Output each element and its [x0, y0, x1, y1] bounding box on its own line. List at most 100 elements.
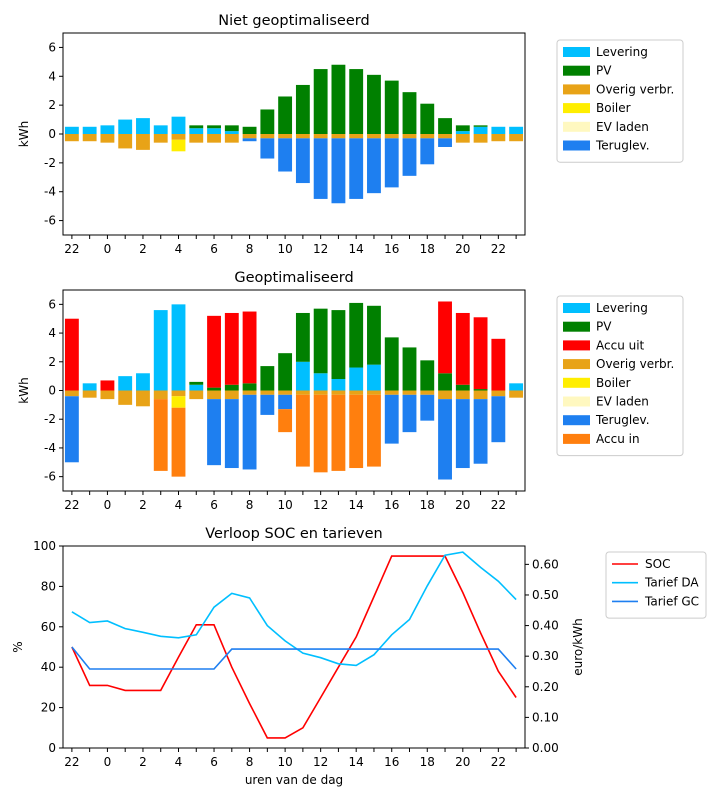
- bar-overig-verbr--24: [491, 390, 506, 397]
- x-tick-label: 20: [455, 755, 470, 769]
- bar-overig-verbr--10: [242, 390, 257, 395]
- bar-overig-verbr--25: [509, 390, 524, 398]
- y-tick-label: 4: [48, 69, 56, 83]
- bar-overig-verbr--21: [438, 390, 452, 400]
- bar-levering-6: [171, 116, 186, 134]
- x-tick-label: 10: [277, 242, 292, 256]
- axes-frame: [62, 32, 526, 236]
- bar-levering-0: [64, 126, 79, 134]
- axes-frame: [62, 289, 526, 492]
- legend-label: Boiler: [596, 101, 631, 115]
- x-tick-label: 2: [139, 755, 147, 769]
- legend-label: Overig verbr.: [596, 357, 674, 371]
- bar-levering-9: [224, 131, 239, 134]
- x-tick-label: 2: [139, 242, 147, 256]
- x-tick-label: 6: [210, 755, 218, 769]
- bar-boiler-6: [171, 139, 186, 152]
- bar-overig-verbr--3: [118, 390, 133, 405]
- bar-levering-3: [118, 119, 133, 134]
- bar-levering-4: [136, 373, 150, 391]
- bar-levering-17: [367, 364, 381, 391]
- bar-overig-verbr--22: [455, 390, 470, 400]
- bar-accu-uit-22: [455, 312, 470, 385]
- bar-overig-verbr--17: [367, 390, 381, 395]
- y-tick-label: 100: [33, 539, 56, 553]
- x-tick-label: 14: [349, 498, 364, 512]
- bar-pv-22: [455, 384, 470, 391]
- bar-overig-verbr--7: [189, 390, 204, 400]
- bar-overig-verbr--2: [100, 390, 115, 400]
- bar-pv-7: [189, 125, 204, 129]
- bar-overig-verbr--18: [384, 134, 399, 139]
- bar-teruglev--13: [295, 138, 310, 184]
- y-tick-label: -4: [44, 185, 56, 199]
- y-tick-label: 80: [41, 579, 56, 593]
- bar-pv-13: [295, 84, 310, 134]
- bar-accu-in-17: [367, 394, 381, 467]
- x-tick-label: 6: [210, 242, 218, 256]
- bar-levering-1: [82, 126, 97, 134]
- bar-levering-25: [509, 383, 524, 391]
- bar-pv-11: [260, 366, 275, 391]
- bar-accu-in-13: [295, 394, 310, 467]
- bar-overig-verbr--6: [171, 390, 186, 397]
- line-tarief-gc: [71, 646, 517, 670]
- bar-pv-21: [438, 373, 452, 391]
- bar-pv-21: [438, 118, 452, 134]
- bar-pv-14: [313, 308, 328, 374]
- legend-swatch: [563, 121, 590, 132]
- bar-overig-verbr--19: [402, 134, 417, 139]
- legend-label: EV laden: [596, 395, 649, 409]
- bar-overig-verbr--18: [384, 390, 399, 395]
- legend-label: SOC: [645, 557, 670, 571]
- legend-label: PV: [596, 320, 612, 334]
- x-tick-label: 4: [175, 242, 183, 256]
- bar-levering-7: [189, 384, 204, 391]
- bar-levering-3: [118, 376, 133, 391]
- bar-levering-2: [100, 125, 115, 134]
- bar-overig-verbr--9: [224, 134, 239, 143]
- legend-label: Overig verbr.: [596, 82, 674, 96]
- legend-swatch: [563, 415, 590, 426]
- y-right-tick-label: 0.60: [532, 557, 559, 571]
- legend-swatch: [563, 303, 590, 313]
- bar-pv-12: [278, 353, 293, 391]
- y-right-tick-label: 0.40: [532, 619, 559, 633]
- bar-pv-15: [331, 310, 346, 380]
- bar-levering-1: [82, 383, 97, 391]
- bar-overig-verbr--0: [64, 390, 79, 397]
- bar-levering-5: [153, 310, 168, 391]
- bar-overig-verbr--24: [491, 134, 506, 142]
- y-right-tick-label: 0.20: [532, 680, 559, 694]
- bar-teruglev--23: [473, 399, 488, 464]
- bar-pv-8: [207, 125, 221, 129]
- x-tick-label: 8: [246, 755, 254, 769]
- bar-pv-11: [260, 109, 275, 134]
- bar-teruglev--21: [438, 138, 452, 147]
- bar-levering-5: [153, 125, 168, 134]
- bar-teruglev--12: [278, 394, 293, 410]
- legend-label: Tarief DA: [644, 576, 699, 590]
- bar-accu-uit-2: [100, 380, 115, 391]
- chart-title: Geoptimaliseerd: [234, 270, 353, 286]
- bar-teruglev--9: [224, 399, 239, 469]
- legend-label: Tarief GC: [644, 594, 699, 608]
- y-axis-label: kWh: [17, 377, 31, 403]
- bar-overig-verbr--0: [64, 134, 79, 142]
- x-tick-label: 12: [313, 755, 328, 769]
- bar-teruglev--10: [242, 138, 257, 142]
- legend-swatch: [563, 396, 590, 407]
- bar-pv-15: [331, 64, 346, 134]
- bar-accu-uit-9: [224, 312, 239, 385]
- bar-pv-18: [384, 80, 399, 134]
- bar-accu-in-12: [278, 409, 293, 433]
- y-tick-label: 60: [41, 620, 56, 634]
- bar-pv-22: [455, 125, 470, 132]
- bar-accu-uit-0: [64, 318, 79, 391]
- bar-teruglev--16: [349, 138, 364, 199]
- y-right-axis-label: euro/kWh: [571, 618, 585, 675]
- x-tick-label: 22: [491, 498, 506, 512]
- x-tick-label: 22: [64, 755, 79, 769]
- x-tick-label: 20: [455, 242, 470, 256]
- legend-swatch: [563, 321, 590, 332]
